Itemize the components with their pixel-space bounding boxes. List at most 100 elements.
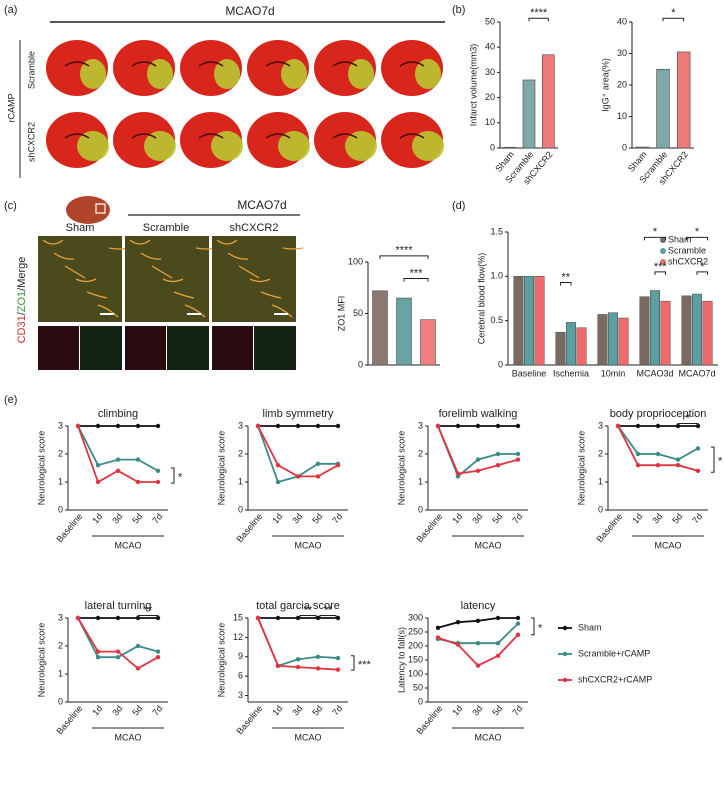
point <box>475 641 481 646</box>
x-tick-label: 7d <box>510 511 524 525</box>
point <box>315 654 321 659</box>
point <box>275 423 281 429</box>
y-axis-label: Neurological score <box>576 431 586 506</box>
bar <box>656 68 670 149</box>
micrograph-red <box>125 326 166 370</box>
ventricle <box>399 61 425 67</box>
chart-title: limb symmetry <box>263 408 334 420</box>
point <box>475 423 481 429</box>
point <box>315 474 321 479</box>
chart-title: lateral turning <box>85 600 152 612</box>
sig-label: **** <box>530 7 548 19</box>
y-tick-label: 50 <box>485 16 495 26</box>
y-axis-label: Neurological score <box>216 431 226 506</box>
point <box>155 423 161 429</box>
y-axis-label: Neurological score <box>36 431 46 506</box>
line <box>437 622 519 645</box>
point <box>315 461 321 466</box>
point <box>295 657 301 662</box>
panel-c-header: MCAO7d <box>237 198 286 212</box>
sig-label: * <box>695 226 700 238</box>
lesion <box>77 131 109 161</box>
x-tick-label: 5d <box>490 703 504 717</box>
sig-label: * <box>538 622 543 634</box>
vessel <box>216 239 238 245</box>
y-tick-label: 300 <box>408 612 423 622</box>
y-axis-label: ZO1 MFI <box>336 296 346 332</box>
point <box>135 457 141 462</box>
x-tick-label: 1d <box>90 703 104 717</box>
bar <box>635 146 650 149</box>
micrograph <box>212 236 296 322</box>
y-tick-label: 250 <box>408 626 423 636</box>
vessel <box>151 265 173 279</box>
point <box>255 423 261 429</box>
x-group-label: MCAO <box>115 540 142 550</box>
x-tick-label: Baseline <box>54 511 84 544</box>
panel-a-header: MCAO7d <box>225 4 274 18</box>
x-tick-label: 7d <box>510 703 524 717</box>
y-tick-label: 20 <box>617 79 627 89</box>
y-tick-label: 10 <box>485 117 495 127</box>
point <box>495 653 501 658</box>
vessel <box>282 247 304 250</box>
point <box>515 632 521 637</box>
bar <box>534 276 545 366</box>
y-tick-label: 1.0 <box>490 271 503 281</box>
sig-label: * <box>653 226 658 238</box>
vessel <box>64 265 86 279</box>
bar <box>681 295 692 366</box>
y-tick-label: 0 <box>238 504 243 514</box>
point <box>335 667 341 672</box>
point <box>295 664 301 670</box>
y-tick-label: 50 <box>413 682 423 692</box>
y-tick-label: 150 <box>408 654 423 664</box>
vessel <box>260 291 282 299</box>
ventricle <box>64 133 90 139</box>
y-tick-label: 50 <box>353 308 363 318</box>
y-tick-label: 0 <box>58 696 63 706</box>
column-label: Scramble <box>143 222 189 234</box>
ventricle <box>198 133 224 139</box>
bar <box>618 317 629 366</box>
point <box>615 423 621 429</box>
sig-label: ** <box>304 604 313 616</box>
point <box>515 423 521 429</box>
point <box>275 463 281 468</box>
lesion <box>147 59 173 89</box>
point <box>115 423 121 429</box>
brain-slices <box>46 40 444 168</box>
x-tick-label: Baseline <box>234 511 264 544</box>
y-tick-label: 3 <box>598 420 603 430</box>
y-tick-label: 2 <box>238 448 243 458</box>
bar <box>676 51 691 149</box>
bar <box>420 319 436 366</box>
y-tick-label: 40 <box>617 16 627 26</box>
column-label: shCXCR2 <box>230 222 279 234</box>
y-tick-label: 9 <box>238 651 243 661</box>
bar <box>522 79 536 149</box>
sig-bracket <box>677 422 699 427</box>
bar <box>692 293 702 366</box>
x-tick-label: Baseline <box>414 703 444 736</box>
point <box>475 618 481 623</box>
point <box>475 468 481 473</box>
sig-bracket <box>686 236 708 241</box>
sig-bracket <box>662 17 685 22</box>
brain-icon <box>66 196 110 224</box>
vessel <box>97 304 119 318</box>
x-tick-label: MCAO3d <box>636 368 673 378</box>
point <box>455 620 461 625</box>
sig-label: * <box>178 471 183 483</box>
x-tick-label: 3d <box>650 511 664 525</box>
point <box>115 649 121 654</box>
y-tick-label: 2 <box>598 448 603 458</box>
y-axis-label: Latency to fall(s) <box>396 627 406 693</box>
point <box>495 463 501 468</box>
point <box>115 468 121 473</box>
y-tick-label: 2 <box>58 448 63 458</box>
sig-bracket <box>644 236 666 241</box>
point <box>255 615 261 621</box>
sig-bracket <box>171 467 175 484</box>
y-axis-label: Neurological score <box>396 431 406 506</box>
